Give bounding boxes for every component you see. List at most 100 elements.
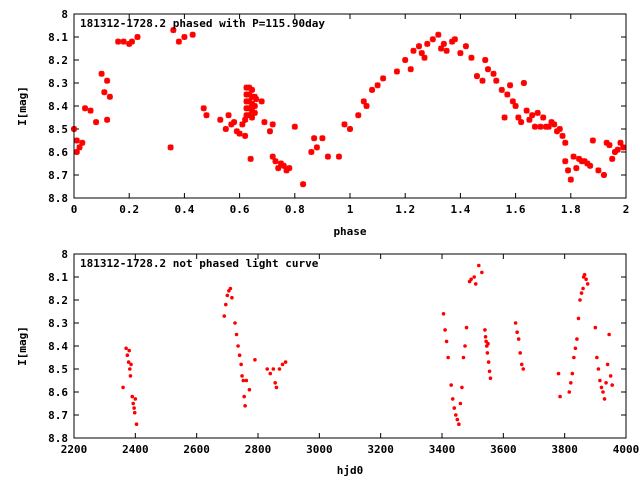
data-point [473, 73, 480, 80]
phased-x-tick-label: 1.8 [561, 203, 581, 216]
data-point [269, 153, 276, 160]
data-point [584, 277, 588, 282]
data-point [236, 130, 243, 137]
data-point [253, 96, 260, 103]
data-point [614, 146, 621, 153]
phased-y-tick-label: 8.7 [48, 169, 68, 182]
unphased-panel: 2200 2400 2600 2800 3000 3200 3400 3600 3800 4000… [16, 248, 639, 477]
data-point [487, 369, 492, 374]
data-point [243, 404, 247, 408]
data-point [534, 109, 541, 116]
data-point [418, 50, 425, 57]
data-point [239, 121, 246, 128]
data-point [460, 385, 464, 390]
phased-x-tick-label: 2 [623, 203, 630, 216]
data-point [452, 406, 457, 410]
data-point [450, 397, 455, 401]
data-point [526, 116, 533, 123]
data-point [268, 371, 273, 376]
data-point [462, 43, 469, 50]
data-point [463, 344, 467, 348]
data-point [280, 362, 285, 367]
data-point [455, 417, 460, 422]
data-point [79, 139, 86, 146]
data-point [572, 355, 576, 360]
data-point [249, 86, 256, 93]
data-point [134, 33, 141, 41]
data-point [512, 102, 519, 110]
phased-x-tick-label: 0.2 [119, 203, 139, 216]
unphased-x-tick-label: 3200 [367, 443, 394, 456]
data-point [575, 337, 579, 341]
data-point [513, 321, 518, 325]
data-point [567, 176, 574, 183]
data-point [275, 165, 282, 172]
data-point [540, 114, 547, 121]
data-point [369, 86, 376, 93]
data-point [104, 116, 111, 123]
data-point [253, 358, 257, 362]
phased-title: 181312-1728.2 phased with P=115.90day [80, 17, 325, 30]
data-point [104, 77, 111, 84]
data-point [225, 112, 232, 119]
data-point [504, 91, 511, 98]
data-point [573, 165, 580, 172]
data-point [556, 371, 561, 376]
data-point [608, 374, 613, 378]
data-point [261, 119, 268, 126]
data-point [519, 362, 524, 367]
phased-y-axis-label: I[mag] [16, 86, 29, 126]
data-point [363, 102, 370, 110]
data-point [551, 121, 558, 128]
data-point [488, 376, 493, 381]
data-point [313, 144, 320, 151]
data-point [230, 295, 234, 300]
data-point [106, 93, 113, 100]
data-point [251, 109, 258, 116]
data-point [239, 362, 243, 367]
data-point [573, 346, 578, 351]
data-point [132, 410, 137, 415]
data-point [531, 123, 538, 130]
data-point [424, 40, 431, 47]
data-point [598, 378, 602, 383]
data-point [595, 355, 599, 360]
phased-plot-frame [73, 13, 627, 199]
data-point [609, 155, 616, 162]
data-point [443, 328, 447, 332]
data-point [578, 298, 582, 302]
data-point [73, 148, 80, 156]
phased-y-tick-label: 8.8 [48, 192, 68, 205]
data-point [582, 272, 587, 277]
data-point [236, 344, 240, 348]
unphased-y-tick-label: 8.6 [48, 386, 68, 399]
data-point [576, 316, 581, 321]
unphased-x-tick-label: 3000 [306, 443, 333, 456]
data-point [581, 286, 585, 291]
unphased-x-tick-label: 2400 [122, 443, 149, 456]
data-point [458, 401, 463, 406]
data-point [490, 70, 497, 77]
data-point [620, 144, 627, 151]
data-point [479, 77, 486, 84]
data-point [170, 27, 177, 34]
data-point [249, 114, 256, 121]
data-point [244, 378, 249, 383]
phased-x-tick-label: 0.4 [174, 203, 194, 216]
data-point [567, 390, 572, 394]
data-point [124, 346, 128, 351]
data-point [380, 75, 387, 82]
data-point [222, 125, 229, 133]
phased-x-tick-label: 1.4 [450, 203, 470, 216]
data-point [167, 144, 174, 151]
data-point [617, 139, 624, 146]
data-point [247, 155, 254, 162]
data-point [520, 79, 527, 87]
data-point [482, 56, 489, 64]
data-point [200, 105, 207, 112]
data-point [73, 137, 80, 144]
data-point [308, 148, 315, 156]
phased-x-tick-label: 1.2 [395, 203, 415, 216]
phased-x-tick-label: 1.6 [506, 203, 526, 216]
